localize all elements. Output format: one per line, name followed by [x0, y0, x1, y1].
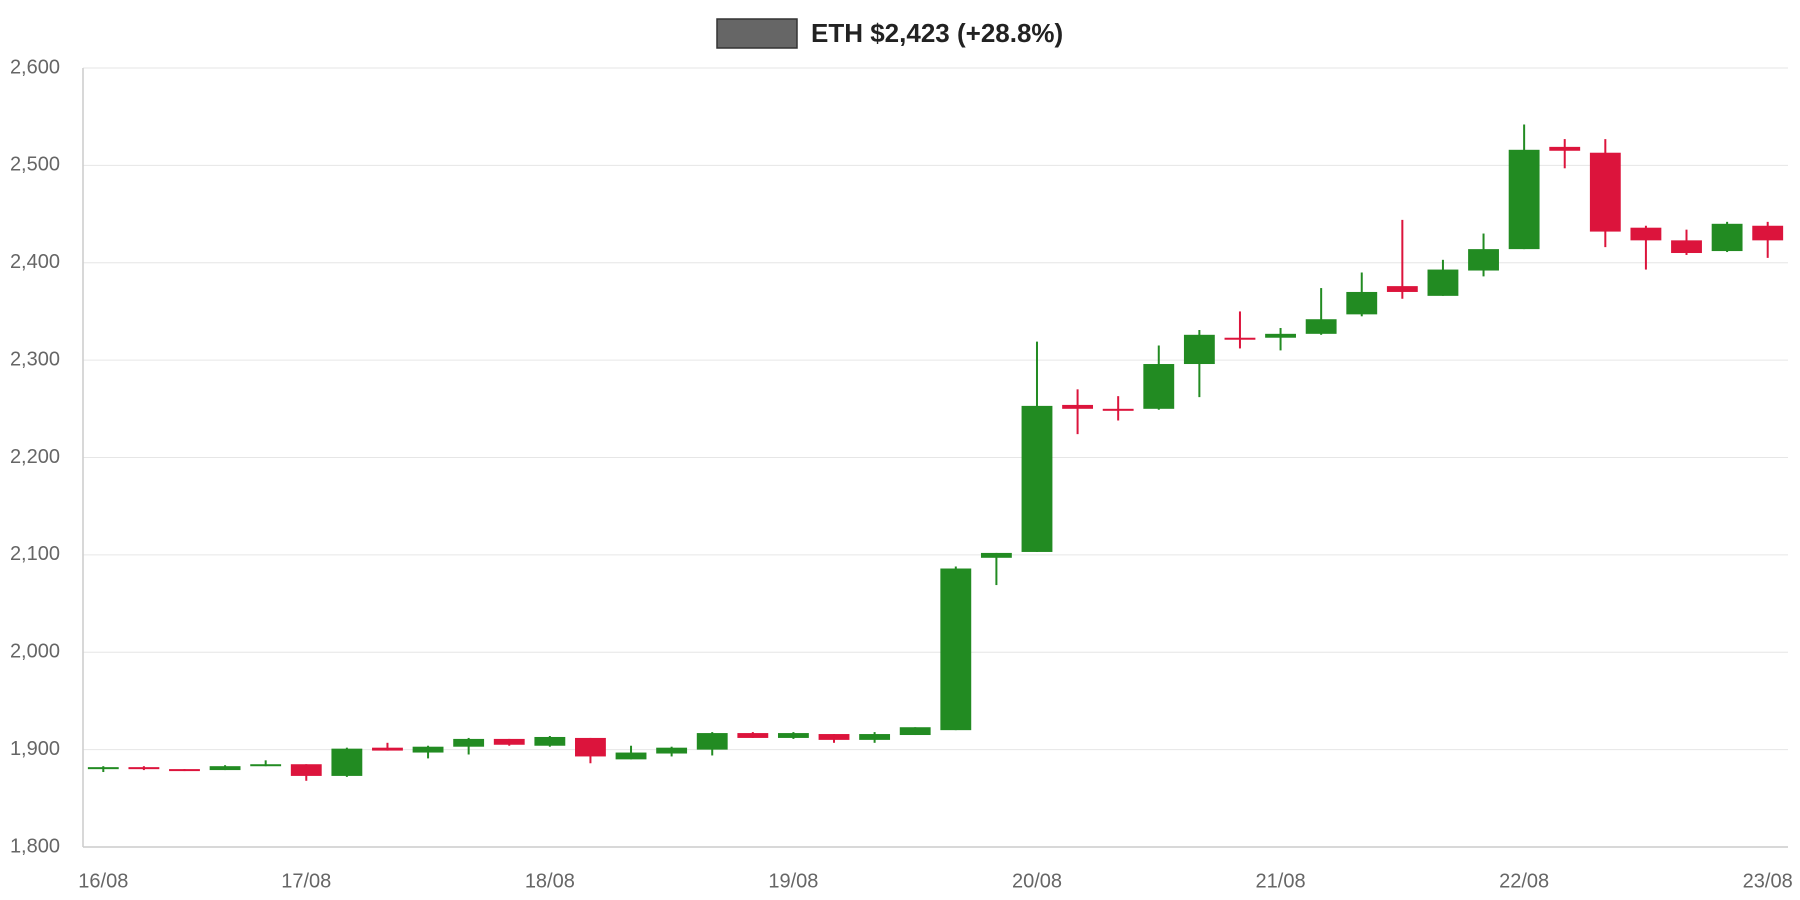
candle-body: [169, 769, 200, 772]
x-tick-label: 23/08: [1743, 870, 1793, 892]
candle-body: [1630, 227, 1662, 241]
legend-label: ETH $2,423 (+28.8%): [811, 18, 1063, 48]
candle-body: [818, 734, 850, 740]
candle-body: [1305, 319, 1337, 334]
candle-body: [87, 767, 119, 770]
candle-body: [1102, 408, 1134, 411]
candle-body: [1265, 333, 1296, 338]
legend-swatch: [716, 18, 798, 49]
y-tick-label: 1,900: [10, 738, 60, 760]
candle-body: [1549, 146, 1581, 151]
candle-body: [980, 552, 1012, 558]
candle-body: [1062, 404, 1094, 409]
candle-body: [534, 736, 566, 746]
x-tick-label: 20/08: [1012, 870, 1062, 892]
y-tick-label: 2,400: [10, 251, 60, 273]
candle-body: [1671, 240, 1702, 254]
x-tick-label: 21/08: [1256, 870, 1306, 892]
candle-body: [453, 738, 485, 747]
y-tick-label: 2,200: [10, 446, 60, 468]
candle-body: [1427, 269, 1459, 296]
y-tick-label: 2,100: [10, 543, 60, 565]
candle-body: [493, 738, 525, 745]
candle-body: [940, 568, 972, 731]
candle-body: [615, 752, 647, 760]
x-tick-label: 19/08: [768, 870, 818, 892]
candle-body: [372, 747, 403, 751]
candle-body: [696, 733, 728, 750]
candle-body: [1224, 337, 1256, 340]
y-tick-label: 2,000: [10, 641, 60, 663]
y-tick-label: 1,800: [10, 835, 60, 857]
candle-body: [777, 733, 809, 738]
candle-body: [1021, 405, 1053, 552]
candle-body: [899, 727, 931, 736]
candle-body: [1589, 152, 1621, 232]
candle-body: [1468, 249, 1499, 271]
candle-body: [1346, 291, 1378, 315]
candle-body: [1711, 223, 1743, 252]
candle-body: [575, 737, 606, 757]
candle-body: [1143, 364, 1175, 409]
candle-body: [737, 733, 769, 738]
y-tick-label: 2,600: [10, 56, 60, 78]
x-tick-label: 22/08: [1499, 870, 1549, 892]
candle-body: [1183, 334, 1215, 365]
candle-body: [250, 764, 282, 767]
candle-body: [1386, 286, 1418, 292]
candle-body: [859, 734, 891, 740]
candle-body: [1752, 225, 1784, 241]
candle-body: [1508, 149, 1540, 250]
candle-body: [128, 767, 160, 770]
x-tick-label: 17/08: [281, 870, 331, 892]
candle-body: [290, 764, 322, 776]
candle-body: [209, 766, 241, 771]
candle-body: [656, 747, 688, 754]
y-tick-label: 2,500: [10, 154, 60, 176]
y-tick-label: 2,300: [10, 348, 60, 370]
x-tick-label: 18/08: [525, 870, 575, 892]
x-tick-label: 16/08: [78, 870, 128, 892]
candle-body: [412, 746, 444, 753]
candle-body: [331, 748, 363, 776]
